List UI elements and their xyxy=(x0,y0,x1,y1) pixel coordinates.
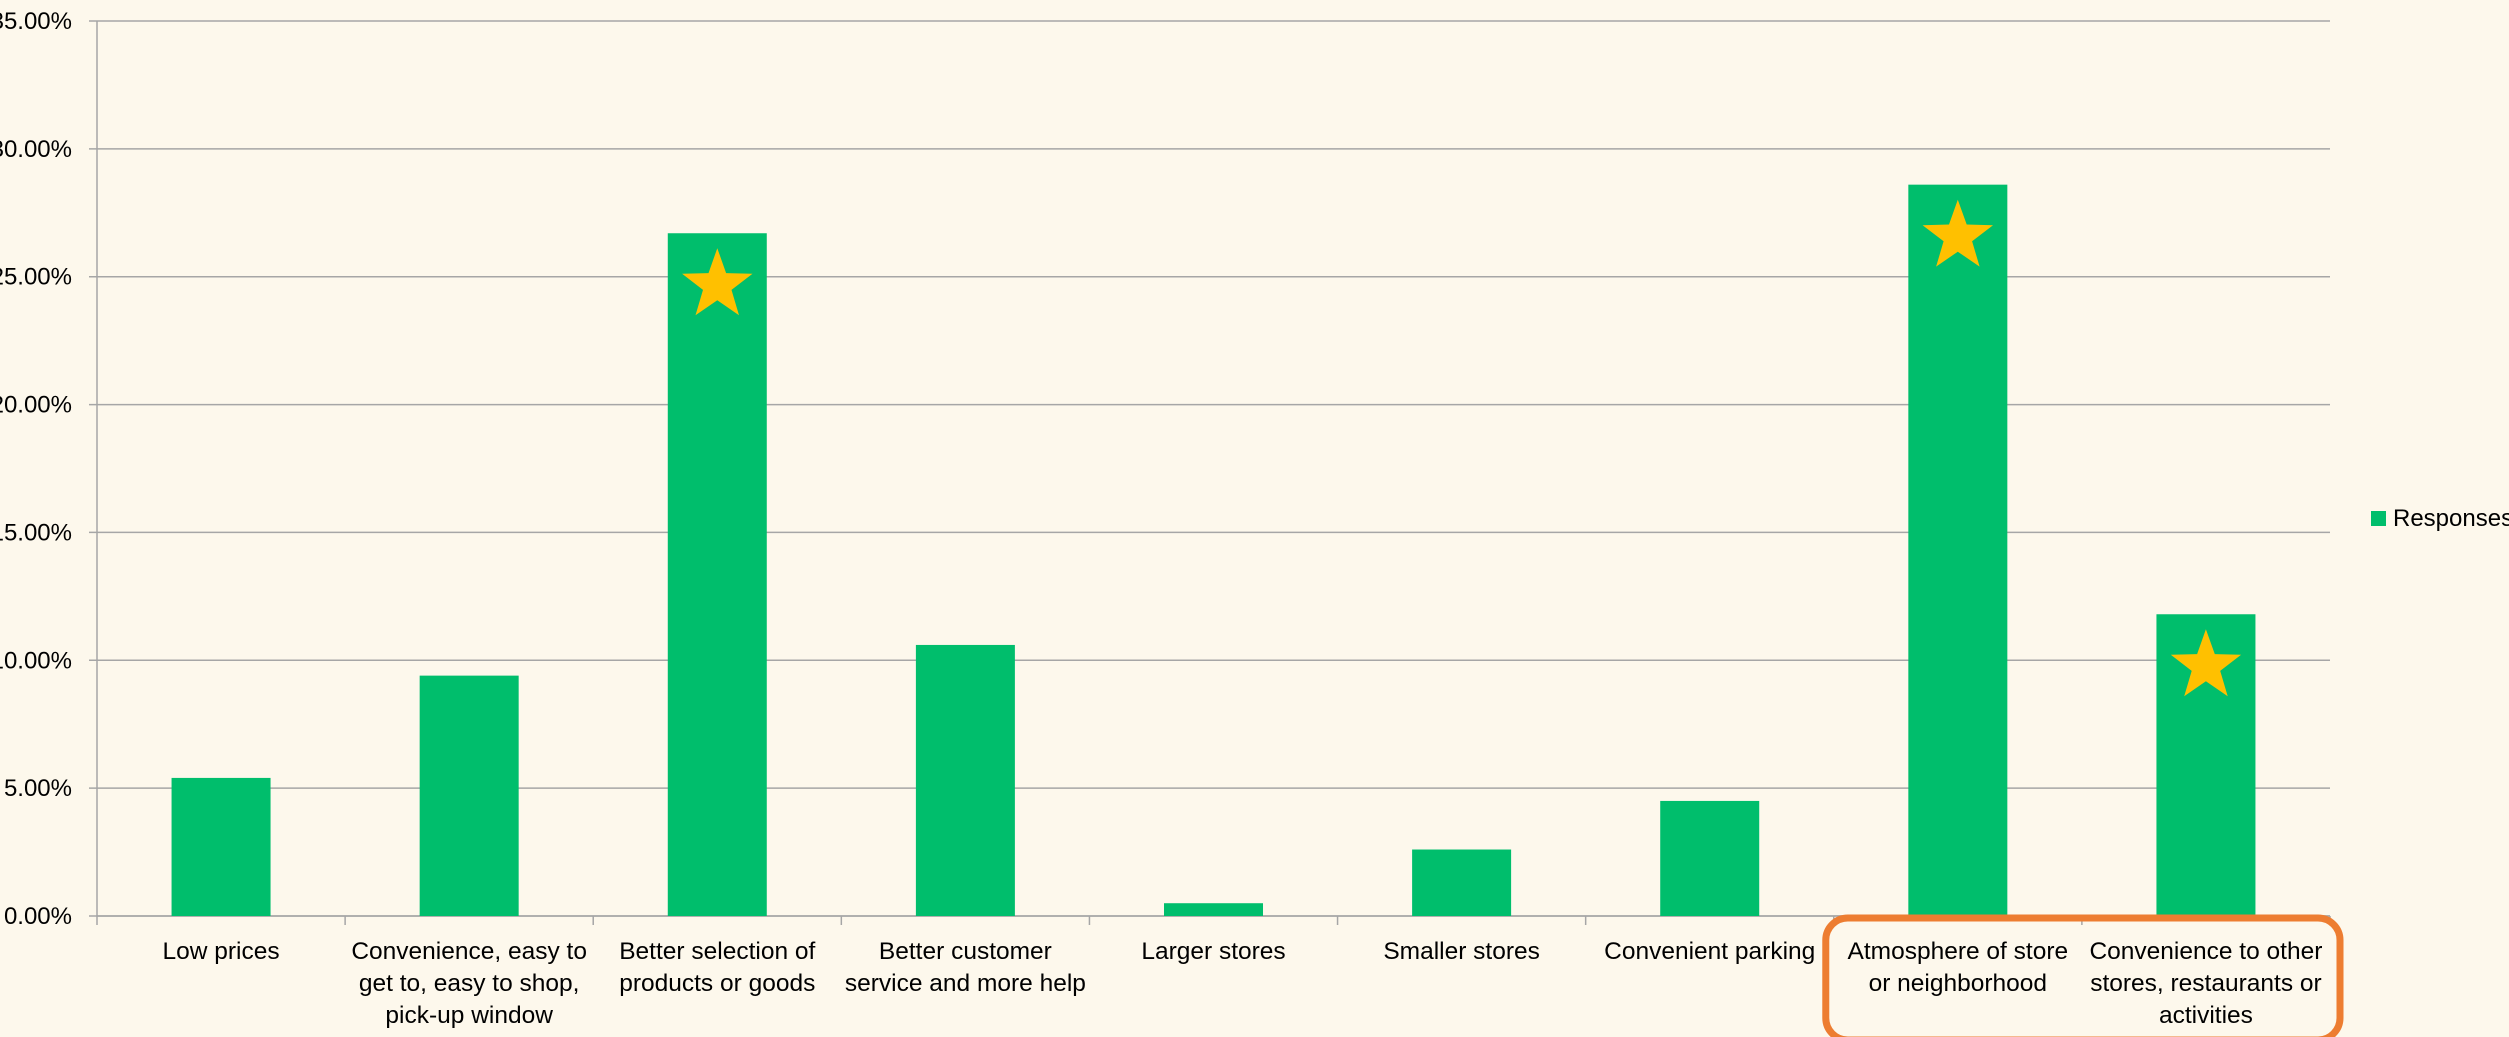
bars xyxy=(171,184,2256,916)
highlight-box xyxy=(1822,914,2344,1037)
x-category-label: Convenience, easy to get to, easy to shop… xyxy=(351,938,587,1029)
bar xyxy=(171,777,271,916)
highlight-box-outline xyxy=(1822,914,2344,1037)
bar xyxy=(1908,184,2008,916)
y-axis-tick-labels: 0.00% 5.00% 10.00% 15.00% 20.00% 25.00% 30.00%… xyxy=(0,8,72,930)
y-tick-label: 10.00% xyxy=(0,647,72,674)
bar xyxy=(1660,800,1760,916)
x-category-label: Low prices xyxy=(163,938,280,965)
x-axis-category-labels: Low prices Convenience, easy to get to, ea… xyxy=(163,938,2323,1029)
y-tick-label: 35.00% xyxy=(0,8,72,35)
y-tick-label: 0.00% xyxy=(4,903,72,930)
x-category-label: Better selection of products or goods xyxy=(619,938,815,997)
y-tick-label: 25.00% xyxy=(0,264,72,291)
star-markers xyxy=(682,199,2242,697)
bar xyxy=(915,644,1015,916)
y-tick-label: 5.00% xyxy=(4,775,72,802)
star-icon xyxy=(1922,199,1993,267)
star-icon xyxy=(2170,629,2242,697)
x-category-label: Better customer service and more help xyxy=(845,938,1086,997)
star-icon xyxy=(682,248,753,316)
bar xyxy=(1412,849,1512,916)
legend-label-responses: Responses xyxy=(2393,505,2509,532)
x-category-label: Smaller stores xyxy=(1383,938,1540,965)
x-category-label: Convenient parking xyxy=(1604,938,1815,965)
legend: Responses xyxy=(2371,505,2509,532)
x-category-label: Atmosphere of store or neighborhood xyxy=(1848,938,2069,997)
bar xyxy=(667,233,767,916)
y-tick-label: 20.00% xyxy=(0,392,72,419)
bar xyxy=(1164,903,1263,916)
legend-swatch-responses xyxy=(2371,511,2386,526)
x-category-label: Larger stores xyxy=(1141,938,1285,965)
bar xyxy=(419,675,519,916)
y-tick-label: 15.00% xyxy=(0,519,72,546)
x-category-label: Convenience to other stores, restaurants … xyxy=(2089,938,2322,1029)
y-tick-label: 30.00% xyxy=(0,136,72,163)
